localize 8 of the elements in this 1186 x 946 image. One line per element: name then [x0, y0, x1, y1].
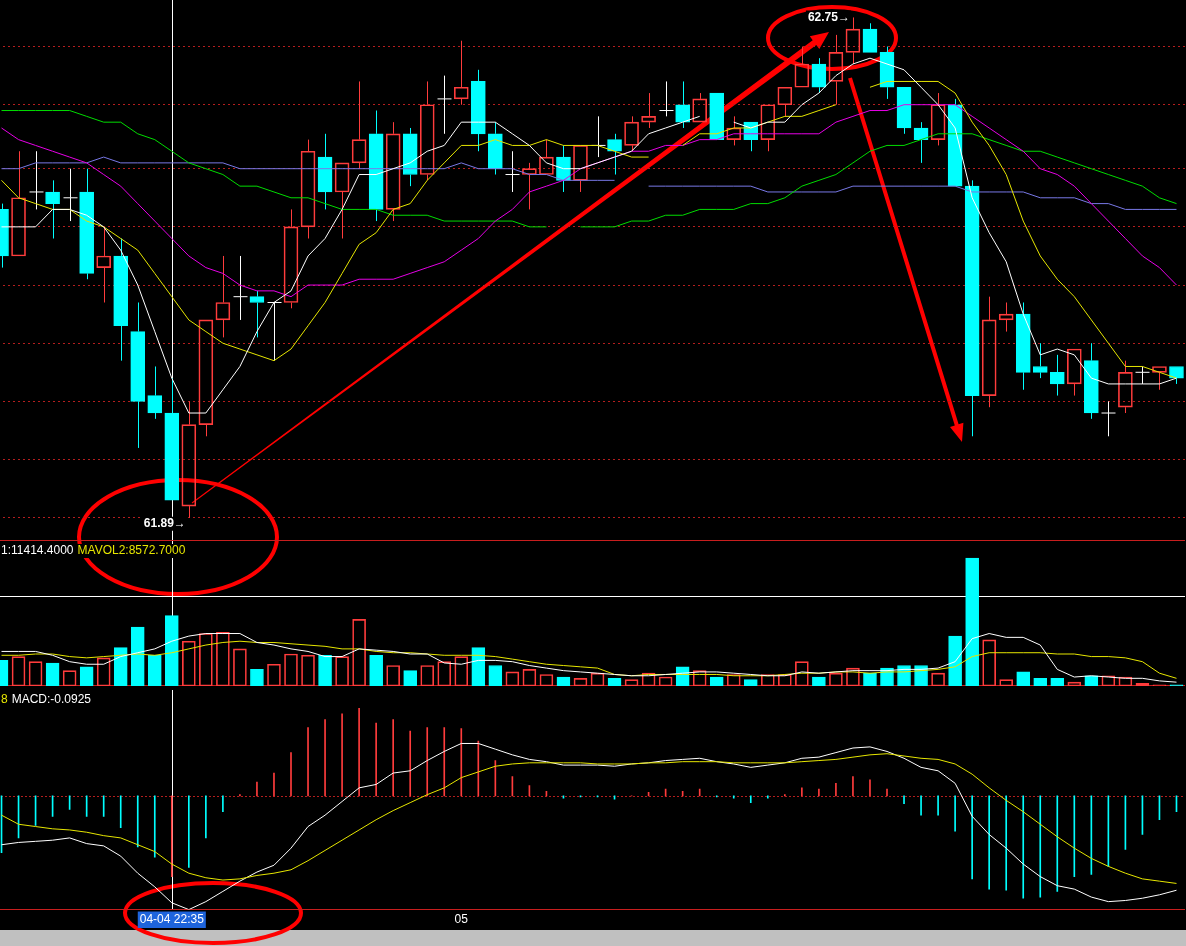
text: 8	[1, 692, 8, 707]
text: MACD:-0.0925	[11, 692, 92, 707]
x-tick-label: 04-04 22:35	[139, 912, 205, 927]
x-tick-label: 05	[454, 912, 469, 927]
annotation: 62.75→	[807, 9, 850, 24]
annotation: 1:11414.4000	[1, 543, 74, 558]
annotation: 61.89→	[143, 516, 186, 531]
annotation: MAVOL2:8572.7000	[77, 543, 186, 558]
